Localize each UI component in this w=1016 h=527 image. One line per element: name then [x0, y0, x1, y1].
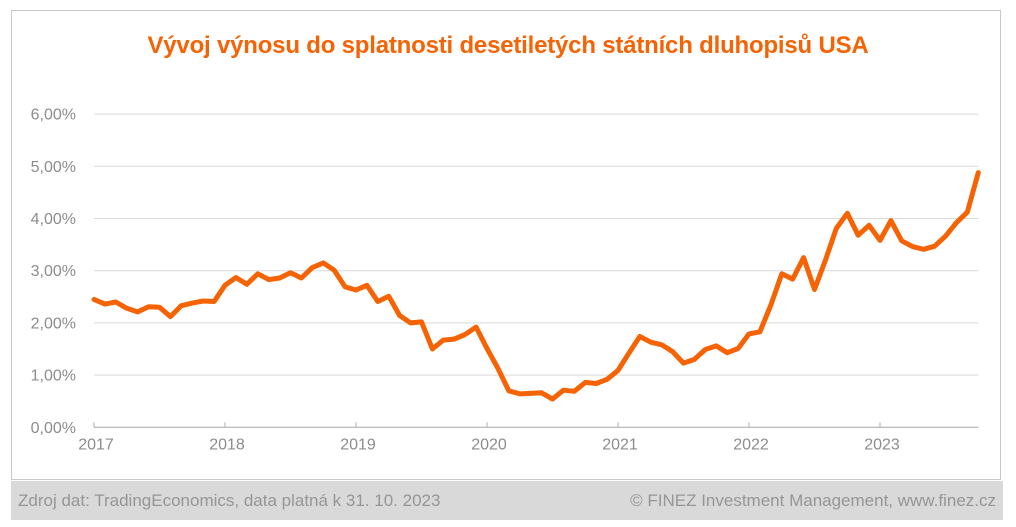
- y-axis-tick-label: 0,00%: [31, 420, 76, 437]
- x-axis-tick-label: 2018: [209, 436, 245, 453]
- footer-source-text: Zdroj dat: TradingEconomics, data platná…: [18, 490, 441, 510]
- x-axis-tick-label: 2020: [471, 436, 507, 453]
- gridlines: [94, 113, 979, 376]
- y-axis-tick-label: 1,00%: [31, 368, 76, 385]
- x-axis-line: [93, 422, 979, 428]
- x-axis-tick-label: 2021: [602, 436, 638, 453]
- y-axis-tick-label: 5,00%: [31, 159, 76, 176]
- y-axis-tick-label: 2,00%: [31, 315, 76, 332]
- yield-line-series: [91, 170, 981, 402]
- x-axis-tick-label: 2022: [733, 436, 769, 453]
- x-axis-tick-labels: 2017 2018 2019 2020 2021 2022 2023: [78, 436, 900, 453]
- x-axis-tick-label: 2023: [864, 436, 900, 453]
- x-axis-tick-label: 2017: [78, 436, 114, 453]
- x-axis-tick-label: 2019: [340, 436, 376, 453]
- y-axis-tick-label: 3,00%: [31, 263, 76, 280]
- chart-frame: [11, 10, 1001, 480]
- y-axis-tick-label: 4,00%: [31, 211, 76, 228]
- y-axis-tick-labels: 0,00% 1,00% 2,00% 3,00% 4,00% 5,00% 6,00%: [31, 107, 76, 437]
- chart-title: Vývoj výnosu do splatnosti desetiletých …: [147, 32, 869, 59]
- footer-copyright-text: © FINEZ Investment Management, www.finez…: [630, 490, 996, 510]
- y-axis-tick-label: 6,00%: [31, 107, 76, 124]
- footer-bar: Zdroj dat: TradingEconomics, data platná…: [11, 481, 1003, 520]
